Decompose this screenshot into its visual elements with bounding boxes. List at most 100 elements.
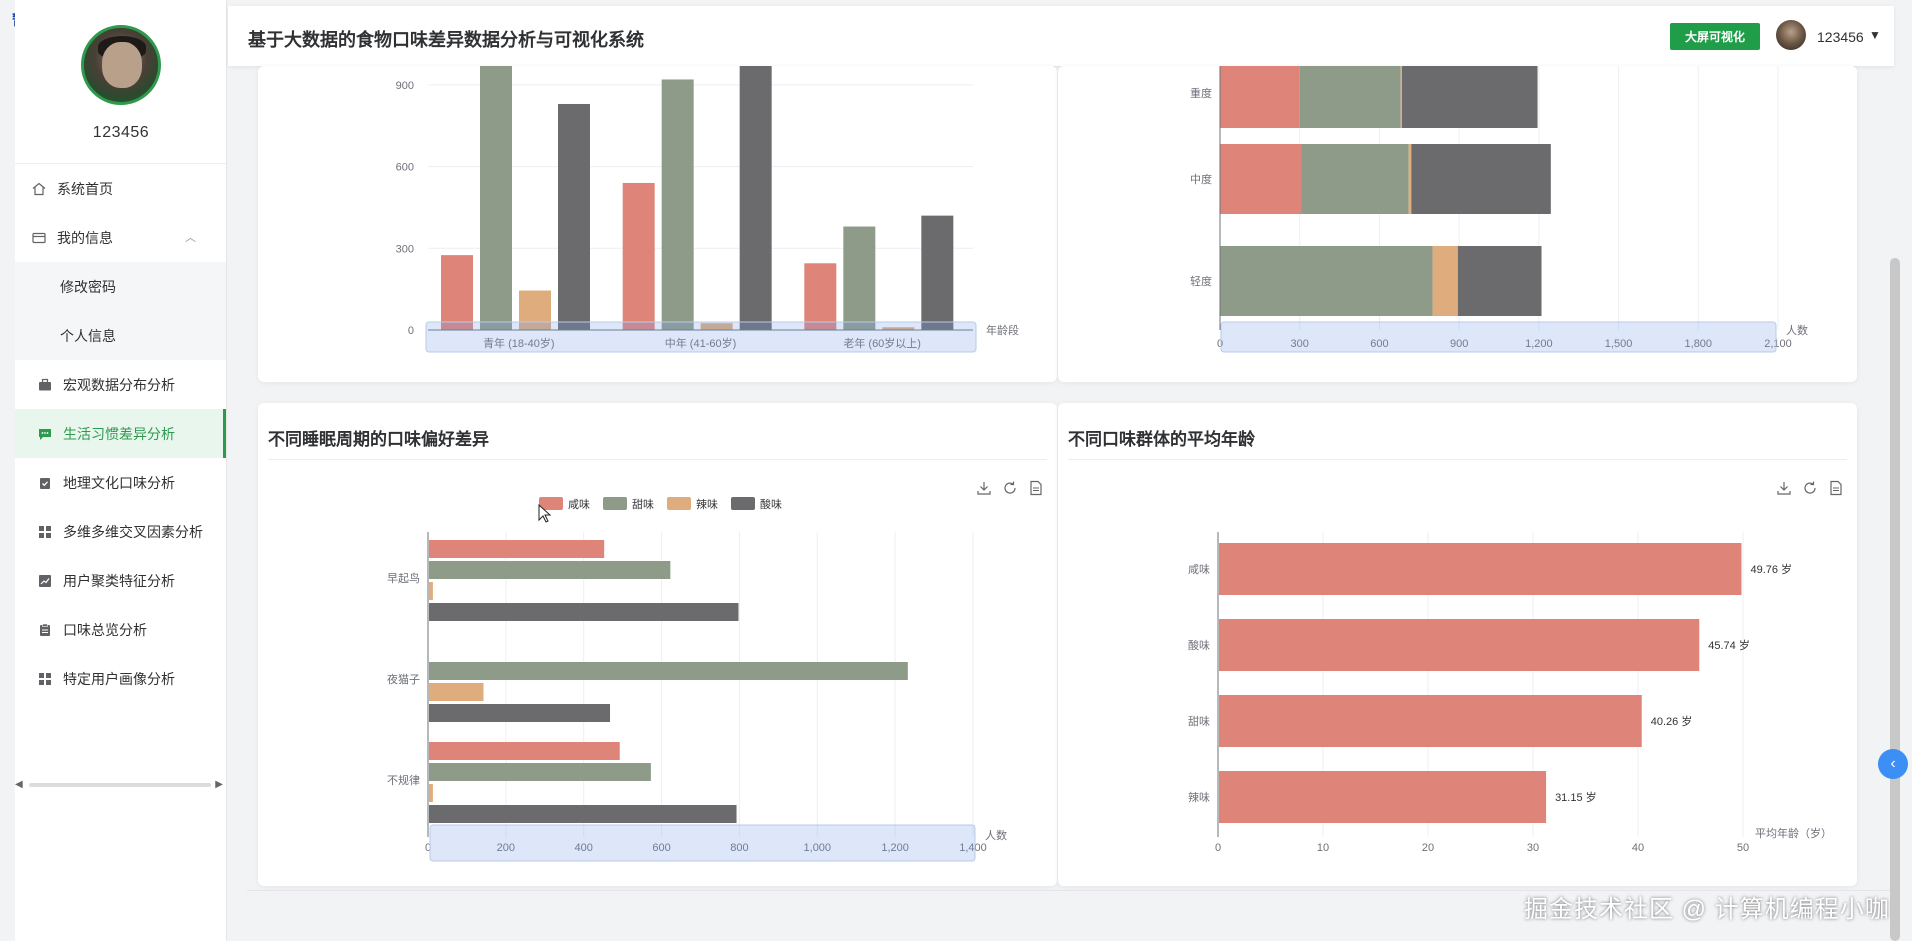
mouse-cursor-icon: [538, 503, 552, 523]
x-tick-label: 1,000: [804, 842, 832, 854]
refresh-icon[interactable]: [1001, 479, 1019, 497]
bar: [429, 742, 620, 760]
sidebar: 123456 系统首页 我的信息 ︿ 修改密码 个人信息 宏观数据分布分析: [15, 0, 227, 941]
sidebar-item-cluster-analysis[interactable]: 用户聚类特征分析: [15, 556, 226, 605]
legend-swatch: [603, 497, 627, 510]
download-icon[interactable]: [975, 479, 993, 497]
x-tick-label: 0: [1217, 338, 1223, 350]
x-tick-label: 2,100: [1764, 338, 1792, 350]
y-tick-label: 0: [408, 325, 414, 337]
sidebar-item-label: 地理文化口味分析: [63, 474, 175, 491]
y-tick-label: 600: [396, 162, 414, 174]
x-tick-label: 1,800: [1685, 338, 1713, 350]
sidebar-item-user-portrait[interactable]: 特定用户画像分析: [15, 654, 226, 703]
age-group-taste-chart: 03006009001,200青年 (18-40岁)中年 (41-60岁)老年 …: [396, 66, 1019, 353]
age-group-chart-card: 03006009001,200青年 (18-40岁)中年 (41-60岁)老年 …: [258, 66, 1057, 382]
x-tick-label: 青年 (18-40岁): [483, 336, 555, 350]
profile-name: 123456: [92, 124, 150, 141]
datazoom-slider: [425, 321, 977, 353]
x-tick-label: 600: [652, 842, 670, 854]
sidebar-item-taste-overview[interactable]: 口味总览分析: [15, 605, 226, 654]
sidebar-item-change-password[interactable]: 修改密码: [15, 262, 226, 311]
bar: [429, 662, 908, 680]
y-tick-label: 重度: [1190, 86, 1212, 100]
bar: [429, 784, 433, 802]
x-axis-label: 人数: [985, 829, 1007, 842]
id-card-icon: [31, 230, 47, 246]
legend-swatch: [731, 497, 755, 510]
bar: [1219, 695, 1642, 747]
y-tick-label: 酸味: [1188, 638, 1210, 652]
chat-icon: [37, 426, 53, 442]
chart-toolbox: [1775, 479, 1845, 497]
bar-segment: [1301, 144, 1409, 214]
bar: [441, 255, 473, 330]
legend-swatch: [667, 497, 691, 510]
chevron-left-icon[interactable]: ‹: [1878, 749, 1908, 779]
user-name[interactable]: 123456: [1817, 29, 1864, 45]
briefcase-icon: [37, 377, 53, 393]
x-tick-label: 200: [497, 842, 515, 854]
bar: [429, 805, 737, 823]
page-title: 基于大数据的食物口味差异数据分析与可视化系统: [248, 30, 644, 50]
bar-segment: [1457, 246, 1542, 316]
scroll-left-icon[interactable]: ◀: [15, 779, 23, 790]
x-axis-label: 平均年龄（岁）: [1755, 826, 1832, 840]
sidebar-item-my-info[interactable]: 我的信息 ︿: [15, 213, 226, 262]
y-tick-label: 辣味: [1188, 790, 1210, 804]
user-avatar[interactable]: [1776, 20, 1806, 50]
x-tick-label: 600: [1370, 338, 1388, 350]
chart-toolbox: [975, 479, 1045, 497]
bar-segment: [1408, 144, 1412, 214]
bar: [429, 603, 739, 621]
bar: [1219, 543, 1742, 595]
sidebar-item-label: 系统首页: [57, 180, 113, 197]
x-tick-label: 1,200: [1525, 338, 1553, 350]
page-scrollbar[interactable]: [1890, 258, 1900, 941]
sidebar-item-geo-culture-analysis[interactable]: 地理文化口味分析: [15, 458, 226, 507]
sidebar-item-label: 我的信息: [57, 229, 113, 246]
sidebar-horizontal-scrollbar[interactable]: ◀ ▶: [15, 779, 227, 791]
sidebar-item-lifestyle-analysis[interactable]: 生活习惯差异分析: [15, 409, 226, 458]
bar: [429, 763, 651, 781]
sidebar-item-cross-factor-analysis[interactable]: 多维多维交叉因素分析: [15, 507, 226, 556]
avatar[interactable]: [81, 25, 161, 105]
footer-strip: [247, 890, 1894, 930]
caret-down-icon[interactable]: ▼: [1869, 28, 1881, 42]
x-tick-label: 老年 (60岁以上): [843, 336, 921, 350]
sidebar-item-label: 个人信息: [60, 327, 116, 344]
card-title: 不同睡眠周期的口味偏好差异: [268, 430, 489, 449]
bar-segment: [1220, 144, 1302, 214]
x-tick-label: 10: [1317, 842, 1329, 854]
sleep-cycle-chart-card: 不同睡眠周期的口味偏好差异 咸味 甜味 辣味 酸味 0 200 400 600 800 1,000…: [258, 403, 1057, 886]
bar: [661, 79, 694, 330]
bar: [804, 263, 837, 330]
y-tick-label: 300: [396, 243, 414, 255]
bar: [622, 182, 655, 330]
avg-age-chart-card: 不同口味群体的平均年龄 0 10 20 30 40 50 49.76 岁 咸味 45.74 岁 酸…: [1058, 403, 1857, 886]
bar-segment: [1400, 66, 1403, 128]
y-tick-label: 不规律: [387, 773, 420, 787]
trend-chart-icon: [37, 573, 53, 589]
bar-segment: [1402, 66, 1538, 128]
data-view-icon[interactable]: [1027, 479, 1045, 497]
legend-label: 甜味: [632, 498, 654, 511]
bar: [429, 561, 671, 579]
y-tick-label: 夜猫子: [387, 672, 420, 686]
sidebar-menu: 系统首页 我的信息 ︿ 修改密码 个人信息 宏观数据分布分析 生活习惯差异分析: [15, 164, 226, 703]
sidebar-item-macro-analysis[interactable]: 宏观数据分布分析: [15, 360, 226, 409]
x-tick-label: 900: [1450, 338, 1468, 350]
bigscreen-button[interactable]: 大屏可视化: [1670, 23, 1760, 50]
data-view-icon[interactable]: [1827, 479, 1845, 497]
download-icon[interactable]: [1775, 479, 1793, 497]
sidebar-item-personal-info[interactable]: 个人信息: [15, 311, 226, 360]
profile-section: 123456: [15, 0, 226, 164]
x-tick-label: 0: [425, 842, 431, 854]
sidebar-item-home[interactable]: 系统首页: [15, 164, 226, 213]
refresh-icon[interactable]: [1801, 479, 1819, 497]
scroll-right-icon[interactable]: ▶: [215, 779, 223, 790]
data-label: 49.76 岁: [1750, 562, 1792, 576]
